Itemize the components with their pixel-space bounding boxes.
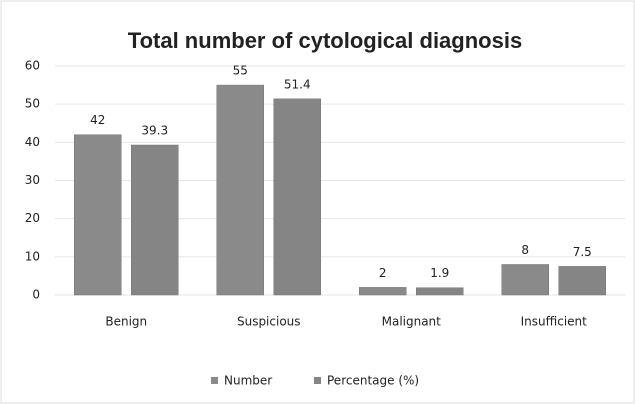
x-tick-label: Malignant (382, 315, 442, 329)
y-tick-label: 50 (25, 97, 40, 111)
y-tick-label: 40 (25, 135, 40, 149)
bar (501, 264, 549, 296)
legend-swatch (211, 377, 218, 384)
y-tick-label: 20 (25, 211, 40, 225)
data-label: 51.4 (284, 77, 311, 91)
bar (558, 266, 606, 296)
bar (359, 287, 407, 296)
x-tick-label: Insufficient (521, 315, 588, 329)
data-label: 42 (90, 113, 105, 127)
x-tick-label: Benign (105, 315, 147, 329)
bar (273, 98, 321, 296)
legend-swatch (314, 377, 321, 384)
data-label: 55 (233, 64, 248, 78)
bar (416, 287, 464, 296)
data-label: 39.3 (141, 124, 168, 138)
data-label: 8 (521, 243, 529, 257)
data-label: 1.9 (430, 266, 449, 280)
bar (216, 84, 264, 296)
y-tick-label: 60 (25, 59, 40, 73)
y-tick-label: 30 (25, 173, 40, 187)
legend-label: Number (224, 374, 272, 388)
y-tick-label: 0 (32, 288, 40, 302)
y-tick-label: 10 (25, 249, 40, 263)
x-tick-label: Suspicious (237, 315, 301, 329)
data-label: 7.5 (573, 245, 592, 259)
bar (131, 144, 179, 296)
bar (74, 134, 122, 296)
data-label: 2 (379, 266, 387, 280)
chart-title: Total number of cytological diagnosis (128, 28, 522, 53)
legend-label: Percentage (%) (327, 374, 419, 388)
